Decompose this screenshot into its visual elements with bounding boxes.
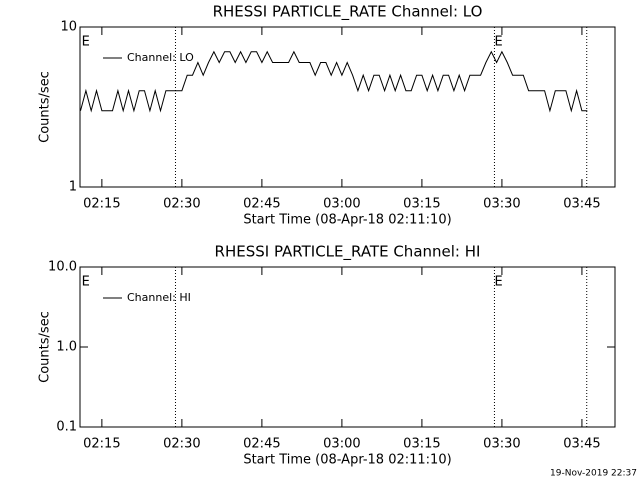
chart-title: RHESSI PARTICLE_RATE Channel: HI [215, 243, 481, 262]
x-tick-label: 03:30 [483, 197, 520, 212]
x-tick-label: 02:15 [83, 437, 120, 452]
legend-label: Channel: LO [127, 51, 194, 64]
x-tick-label: 02:45 [243, 437, 280, 452]
footer: 19-Nov-2019 22:37 [550, 469, 637, 479]
x-tick-label: 03:45 [563, 437, 600, 452]
y-tick-label: 0.1 [56, 420, 77, 435]
event-label: E [494, 275, 502, 290]
x-tick-label: 03:15 [403, 437, 440, 452]
y-tick-label: 10.0 [48, 260, 77, 275]
legend-label: Channel: HI [127, 291, 191, 304]
x-tick-label: 02:45 [243, 197, 280, 212]
y-tick-label: 1 [69, 180, 77, 195]
x-tick-label: 02:30 [163, 437, 200, 452]
event-label: E [494, 35, 502, 50]
y-axis-label: Counts/sec [38, 311, 53, 383]
y-axis-label: Counts/sec [38, 71, 53, 143]
plot-frame [79, 26, 616, 188]
x-axis-label: Start Time (08-Apr-18 02:11:10) [243, 453, 451, 468]
event-label: E [82, 35, 90, 50]
y-tick-label: 10 [60, 20, 77, 35]
x-tick-label: 03:00 [323, 197, 360, 212]
event-label: E [82, 275, 90, 290]
x-tick-label: 03:00 [323, 437, 360, 452]
x-axis-label: Start Time (08-Apr-18 02:11:10) [243, 213, 451, 228]
x-tick-label: 03:45 [563, 197, 600, 212]
data-line [80, 50, 588, 113]
x-tick-label: 03:15 [403, 197, 440, 212]
chart-title: RHESSI PARTICLE_RATE Channel: LO [213, 3, 483, 22]
x-tick-label: 03:30 [483, 437, 520, 452]
x-tick-label: 02:30 [163, 197, 200, 212]
x-tick-label: 02:15 [83, 197, 120, 212]
y-tick-label: 1.0 [56, 340, 77, 355]
